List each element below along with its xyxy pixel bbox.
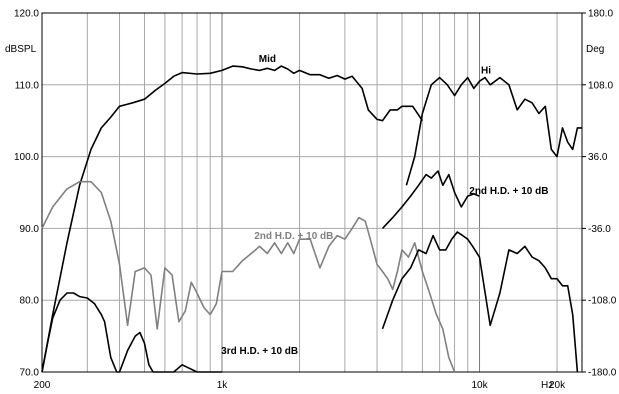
y2-tick-label: -108.0 (588, 296, 617, 307)
y2-tick-label: 180.0 (588, 9, 613, 20)
annotation-label: 2nd H.D. + 10 dB (469, 186, 548, 197)
left-axis-ticks: 120.0 110.0 100.0 90.0 80.0 70.0 (14, 9, 39, 379)
annotation-label: 2nd H.D. + 10 dB (254, 231, 333, 242)
x-tick-label: 1k (217, 380, 229, 391)
y-tick-label: 110.0 (15, 80, 40, 91)
x-tick-label: 10k (471, 380, 488, 391)
y-tick-label: 90.0 (20, 224, 40, 235)
plot-frame (41, 12, 583, 373)
y2-tick-label: 108.0 (588, 80, 613, 91)
x-axis-unit-label: Hz (541, 380, 553, 391)
right-axis-ticks: 180.0 108.0 36.0 -36.0 -108.0 -180.0 (582, 9, 617, 379)
y-tick-label: 80.0 (20, 296, 40, 307)
series-layer (41, 65, 582, 373)
annotation-label: 3rd H.D. + 10 dB (221, 346, 298, 357)
y2-tick-label: 36.0 (588, 152, 608, 163)
series-line-1 (41, 65, 424, 373)
series-line-4 (41, 180, 456, 373)
series-line-2 (405, 76, 582, 186)
series-line-3 (381, 170, 480, 229)
x-axis-ticks: 200 1k 10k 20k (34, 380, 566, 391)
x-tick-label: 20k (549, 380, 566, 391)
series-line-5 (41, 292, 222, 373)
right-axis-label: Deg (586, 44, 604, 55)
y-tick-label: 70.0 (20, 368, 40, 379)
annotation-label: Mid (259, 54, 276, 65)
y2-tick-label: -36.0 (588, 224, 611, 235)
series-line-6 (381, 231, 579, 373)
left-axis-label: dBSPL (5, 44, 37, 55)
y2-tick-label: -180.0 (588, 368, 617, 379)
y-tick-label: 120.0 (14, 9, 39, 20)
x-tick-label: 200 (34, 380, 51, 391)
y-tick-label: 100.0 (14, 152, 39, 163)
annotation-layer: Mid Hi 2nd H.D. + 10 dB 2nd H.D. + 10 dB 3rd… (221, 54, 548, 357)
annotation-label: Hi (481, 65, 491, 76)
